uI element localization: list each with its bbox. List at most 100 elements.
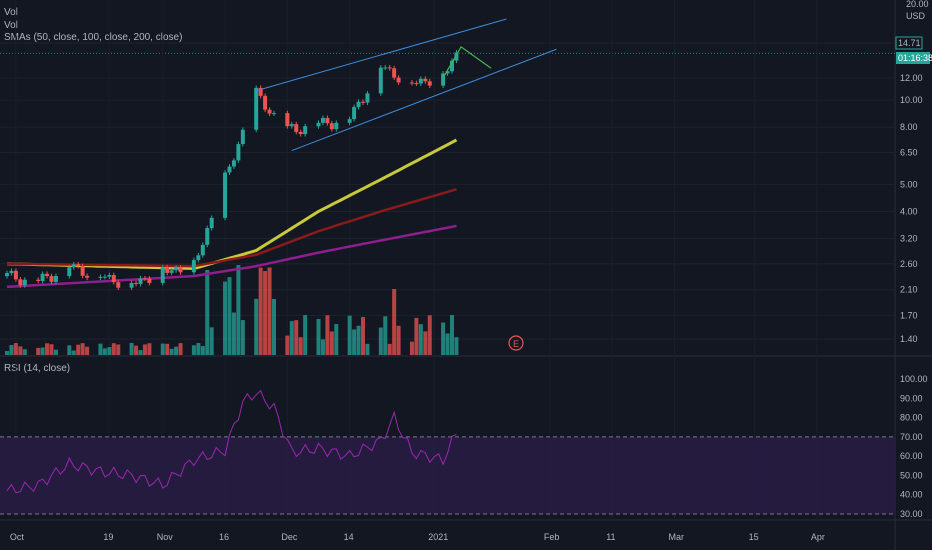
y-tick-top-partial: 20.00	[906, 0, 929, 9]
volume-bar	[423, 331, 428, 355]
volume-bar	[22, 349, 27, 355]
candle-body	[254, 87, 259, 130]
rsi-tick-label: 50.00	[900, 470, 923, 480]
candle-body	[423, 78, 428, 82]
volume-bar	[13, 343, 18, 355]
candle-body	[178, 267, 183, 273]
rsi-tick-label: 70.00	[900, 432, 923, 442]
volume-bar	[396, 325, 401, 355]
price-tick-label: 2.10	[900, 285, 918, 295]
volume-bar	[289, 321, 294, 355]
candle-body	[294, 124, 299, 132]
candle-body	[320, 117, 325, 123]
volume-bar	[53, 349, 58, 355]
volume-bar	[285, 335, 290, 355]
price-tick-label: 5.00	[900, 179, 918, 189]
candle-body	[356, 101, 361, 108]
candle-body	[160, 267, 165, 283]
price-tick-label: 10.00	[900, 95, 923, 105]
price-tick-label: 1.70	[900, 310, 918, 320]
rsi-tick-label: 80.00	[900, 413, 923, 423]
time-tick-label: 11	[606, 532, 615, 542]
volume-bar	[102, 348, 107, 355]
volume-bar	[352, 329, 357, 355]
time-tick-label: Nov	[157, 532, 174, 542]
volume-bar	[36, 347, 41, 355]
candle-body	[116, 282, 121, 288]
volume-bar	[45, 343, 50, 355]
volume-bar	[142, 344, 147, 355]
candle-body	[263, 95, 268, 110]
candle-body	[272, 113, 276, 115]
time-axis[interactable]: Oct 19 Nov 16 Dec 14 2021 Feb 11 Mar 15 Apr	[10, 532, 825, 542]
volume-bar	[18, 346, 23, 355]
candle-body	[13, 270, 18, 280]
volume-bar	[169, 348, 174, 355]
rsi-band	[0, 436, 895, 514]
candle-body	[227, 166, 232, 173]
countdown-label: 01:16:38	[898, 53, 932, 63]
volume-bar	[303, 315, 308, 355]
candle-body	[289, 124, 294, 127]
candle-body	[347, 119, 352, 123]
channel-upper[interactable]	[256, 18, 507, 92]
candle-body	[174, 267, 179, 271]
volume-bar	[76, 344, 81, 355]
volume-bar	[441, 322, 446, 355]
candle-body	[387, 67, 392, 69]
channel-lower[interactable]	[291, 48, 557, 152]
candle-body	[138, 278, 143, 284]
volume-bar	[80, 343, 85, 355]
candle-body	[5, 273, 9, 277]
time-tick-label: Mar	[669, 532, 685, 542]
volume-bar	[334, 324, 339, 355]
earnings-marker[interactable]	[508, 335, 524, 351]
rsi-panel	[0, 389, 895, 515]
time-tick-label: 15	[749, 532, 759, 542]
price-tick-label: 8.00	[900, 122, 918, 132]
candle-body	[45, 273, 50, 277]
volume-bar	[450, 315, 454, 355]
volume-bar	[71, 350, 76, 355]
current-price-box	[895, 36, 923, 50]
time-tick-label: Oct	[10, 532, 25, 542]
volume-bar	[236, 265, 241, 355]
volume-bar	[267, 267, 272, 355]
volume-bar	[107, 347, 112, 355]
price-tick-label: 2.60	[900, 259, 918, 269]
time-tick-label: 16	[219, 532, 229, 542]
candle-body	[191, 260, 196, 273]
volume-bar	[414, 317, 419, 355]
legend-rsi: RSI (14, close)	[4, 363, 70, 374]
volume-bar	[356, 325, 361, 355]
volume-bar	[254, 298, 259, 355]
volume-bar	[40, 347, 45, 355]
currency-label: USD	[906, 11, 926, 21]
time-tick-label: Dec	[281, 532, 298, 542]
forecast-arrow[interactable]	[442, 45, 492, 79]
volume-bar	[454, 337, 459, 355]
rsi-line	[6, 389, 457, 494]
volume-bar	[191, 345, 196, 355]
legend-vol-1: Vol	[4, 7, 18, 18]
volume-bar	[418, 324, 423, 355]
rsi-tick-label: 100.00	[900, 374, 928, 384]
time-tick-label: Apr	[811, 532, 825, 542]
legend-vol-2: Vol	[4, 20, 18, 31]
sma100-line	[7, 188, 457, 268]
volume-bar	[231, 312, 236, 355]
volume-bar	[445, 333, 450, 355]
candle-body	[236, 144, 241, 161]
candle-body	[209, 217, 214, 229]
price-axis[interactable]: 16.0012.0010.008.006.505.004.003.202.602…	[900, 38, 928, 519]
candle-body	[352, 107, 357, 120]
drawings	[256, 18, 557, 152]
volume-bar	[5, 351, 9, 355]
candle-body	[80, 266, 85, 276]
candle-body	[298, 131, 303, 135]
candle-body	[102, 276, 107, 278]
volume-bar	[111, 343, 116, 355]
candle-body	[76, 264, 81, 267]
